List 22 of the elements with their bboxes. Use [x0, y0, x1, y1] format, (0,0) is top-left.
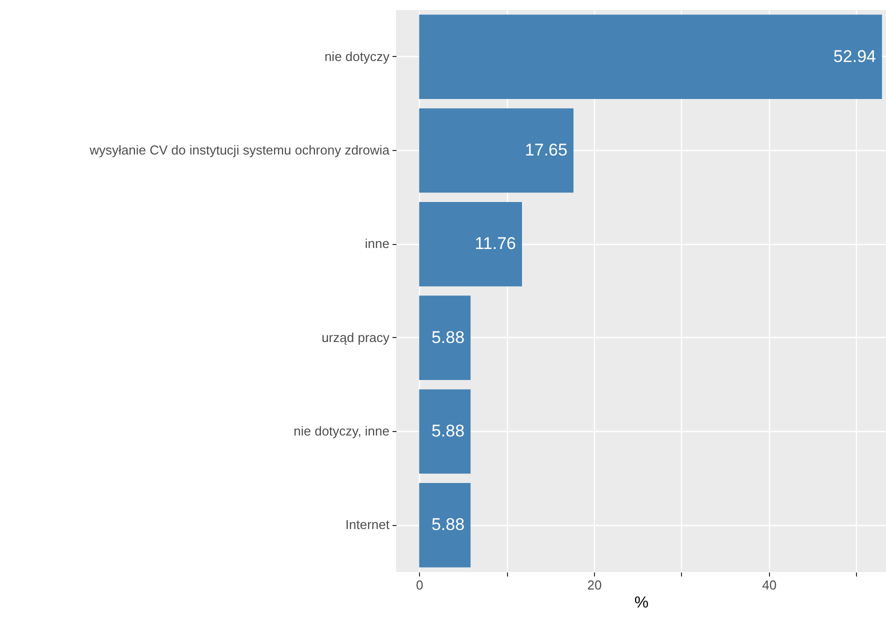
- data-label: 5.88: [431, 328, 465, 347]
- y-tick-label: Internet: [345, 517, 390, 532]
- bar: [419, 202, 522, 286]
- bar: [419, 108, 574, 193]
- data-label: 17.65: [524, 140, 568, 160]
- data-label: 5.88: [431, 422, 465, 440]
- data-label: 11.76: [474, 234, 516, 254]
- bar: [419, 389, 471, 474]
- x-tick-label: 20: [587, 578, 602, 592]
- bar: [419, 483, 471, 568]
- y-tick-label: inne: [364, 236, 390, 252]
- x-tick-label: 40: [762, 578, 777, 592]
- y-tick-label: nie dotyczy: [324, 48, 390, 64]
- bar: [419, 14, 882, 99]
- data-label: 5.88: [431, 515, 465, 534]
- y-tick-label: wysyłanie CV do instytucji systemu ochrony zdrowia: [88, 142, 390, 158]
- y-tick-label: nie dotyczy, inne: [294, 424, 390, 438]
- y-tick-label: urząd pracy: [322, 330, 390, 345]
- bar: [419, 296, 471, 380]
- x-tick-label: 0: [416, 578, 424, 592]
- x-axis-title: %: [634, 594, 649, 612]
- data-label: 52.94: [833, 46, 876, 66]
